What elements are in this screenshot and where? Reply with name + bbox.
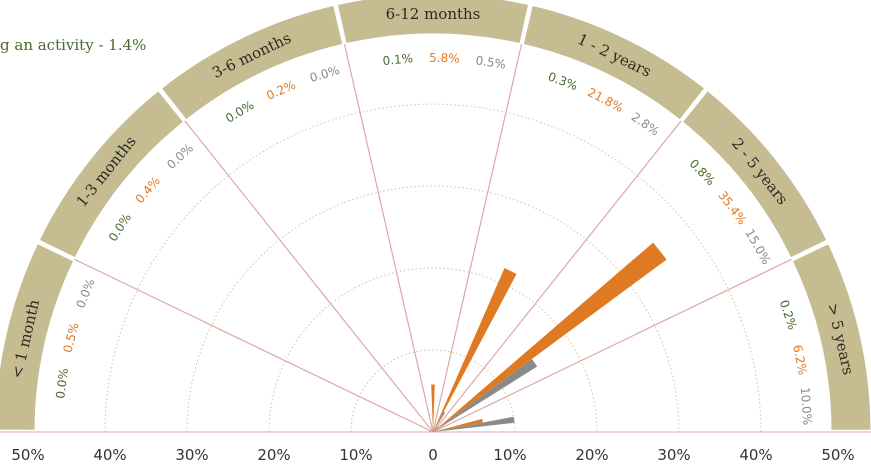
- data-bar: [433, 268, 517, 432]
- value-label: 5.8%: [429, 51, 460, 66]
- value-label: 0.3%: [546, 69, 579, 93]
- value-label: 0.1%: [382, 51, 414, 68]
- grid-arc: [268, 267, 598, 433]
- sector-spoke: [343, 43, 434, 433]
- data-bar: [428, 430, 433, 432]
- data-bar: [430, 429, 433, 432]
- category-band: [791, 243, 871, 431]
- tick-label: 40%: [93, 446, 126, 464]
- tick-label: 40%: [739, 446, 772, 464]
- value-label: 15.0%: [742, 227, 773, 267]
- category-label: 6-12 months: [386, 5, 481, 23]
- value-label: 0.5%: [475, 53, 507, 72]
- value-label: 0.8%: [687, 156, 718, 188]
- tick-label: 30%: [657, 446, 690, 464]
- category-band: [681, 90, 828, 259]
- category-band: [0, 243, 75, 431]
- tick-label: 50%: [821, 446, 854, 464]
- data-bar: [433, 418, 483, 432]
- tick-label: 10%: [493, 446, 526, 464]
- data-bar: [433, 429, 434, 432]
- value-label: 0.4%: [133, 174, 163, 206]
- data-bars: [428, 242, 667, 432]
- value-label: 0.2%: [264, 78, 298, 103]
- data-bar: [433, 427, 438, 432]
- data-bar: [433, 416, 515, 432]
- value-label: 6.2%: [790, 344, 810, 377]
- tick-label: 20%: [575, 446, 608, 464]
- data-bar: [433, 358, 538, 432]
- value-label: 2.8%: [629, 110, 662, 139]
- value-label: 35.4%: [715, 188, 749, 227]
- category-band: [336, 0, 530, 45]
- data-bar: [433, 431, 435, 432]
- sector-spoke: [184, 120, 434, 433]
- sector-spoke: [74, 258, 434, 433]
- grid-arc: [350, 349, 516, 433]
- value-label: 0.0%: [106, 211, 134, 244]
- data-bar: [433, 411, 446, 432]
- tick-label: 10%: [339, 446, 372, 464]
- value-label: 21.8%: [585, 85, 625, 115]
- value-label: 0.0%: [53, 367, 71, 399]
- data-bar: [432, 430, 433, 432]
- value-label: 0.0%: [308, 63, 341, 85]
- data-bar: [433, 242, 667, 432]
- tick-label: 50%: [11, 446, 44, 464]
- tick-label: 30%: [175, 446, 208, 464]
- value-label: 0.0%: [73, 277, 97, 311]
- value-label: 0.2%: [777, 298, 800, 331]
- sector-spokes: [74, 43, 792, 433]
- axis-tick-labels: 50% 40% 30% 20% 10% 0 10% 20% 30% 40% 50%: [11, 446, 854, 464]
- category-bands: [0, 0, 871, 431]
- category-band: [522, 4, 706, 121]
- category-band: [160, 4, 344, 121]
- tick-label-zero: 0: [428, 446, 438, 464]
- tick-label: 20%: [257, 446, 290, 464]
- radial-gridlines: [0, 103, 871, 433]
- activity-note: g an activity - 1.4%: [0, 36, 147, 54]
- category-band: [38, 90, 185, 259]
- sector-spoke: [432, 43, 523, 433]
- value-label: 0.0%: [223, 98, 256, 126]
- data-bar: [431, 384, 435, 432]
- grid-arc: [186, 185, 680, 433]
- sector-spoke: [432, 120, 682, 433]
- sector-spoke: [432, 258, 792, 433]
- value-label: 0.5%: [60, 321, 81, 354]
- value-label: 10.0%: [798, 387, 815, 426]
- value-label: 0.0%: [164, 141, 196, 172]
